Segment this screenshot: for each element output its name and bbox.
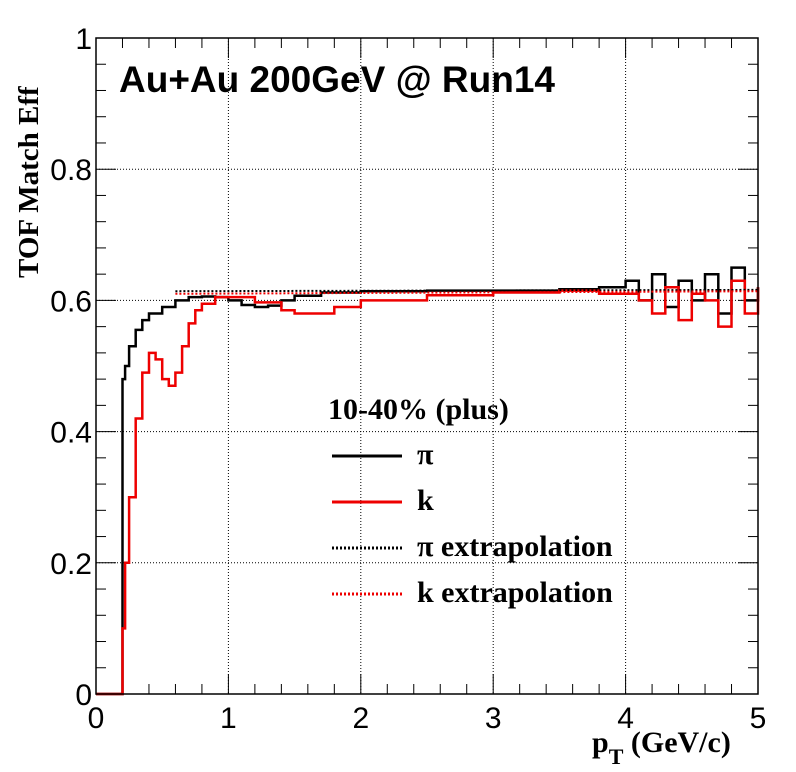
chart-title: Au+Au 200GeV @ Run14 (119, 59, 555, 100)
x-tick-label: 4 (617, 702, 634, 735)
legend-label-pi-extrapolation: π extrapolation (417, 530, 613, 563)
y-tick-label: 1 (75, 23, 92, 56)
x-tick-label: 3 (485, 702, 502, 735)
x-axis-title-subscript: T (609, 744, 624, 769)
series-line-k-extrap (175, 290, 759, 295)
legend-label-k-extrapolation: k extrapolation (417, 576, 613, 609)
y-tick-label: 0.6 (50, 285, 92, 318)
series-line-k (96, 279, 760, 696)
legend-label-k: k (417, 484, 434, 517)
x-tick-label: 5 (750, 702, 767, 735)
x-axis-title-rest: (GeV/c) (623, 726, 730, 759)
y-tick-label: 0 (75, 679, 92, 712)
legend-label-pi: π (417, 438, 434, 471)
x-axis-title-main: p (592, 726, 609, 759)
x-tick-label: 1 (220, 702, 237, 735)
series-line-pi-extrap (175, 288, 759, 293)
legend-header: 10-40% (plus) (328, 393, 509, 426)
x-tick-label: 0 (88, 702, 105, 735)
x-tick-label: 2 (352, 702, 369, 735)
y-tick-label: 0.8 (50, 154, 92, 187)
axis-ticks (95, 37, 759, 695)
tick-labels: 0 1 2 3 4 5 0 0.2 0.4 0.6 0.8 1 (50, 23, 766, 735)
y-tick-label: 0.4 (50, 417, 92, 450)
series-layer (96, 266, 760, 696)
legend: 10-40% (plus) π k π extrapolation k extr… (328, 393, 613, 609)
y-axis-title: TOF Match Eff (13, 86, 45, 278)
y-tick-label: 0.2 (50, 548, 92, 581)
plot-frame (95, 37, 759, 695)
x-axis-title: pT (GeV/c) (592, 726, 731, 769)
series-line-pi (96, 266, 760, 696)
